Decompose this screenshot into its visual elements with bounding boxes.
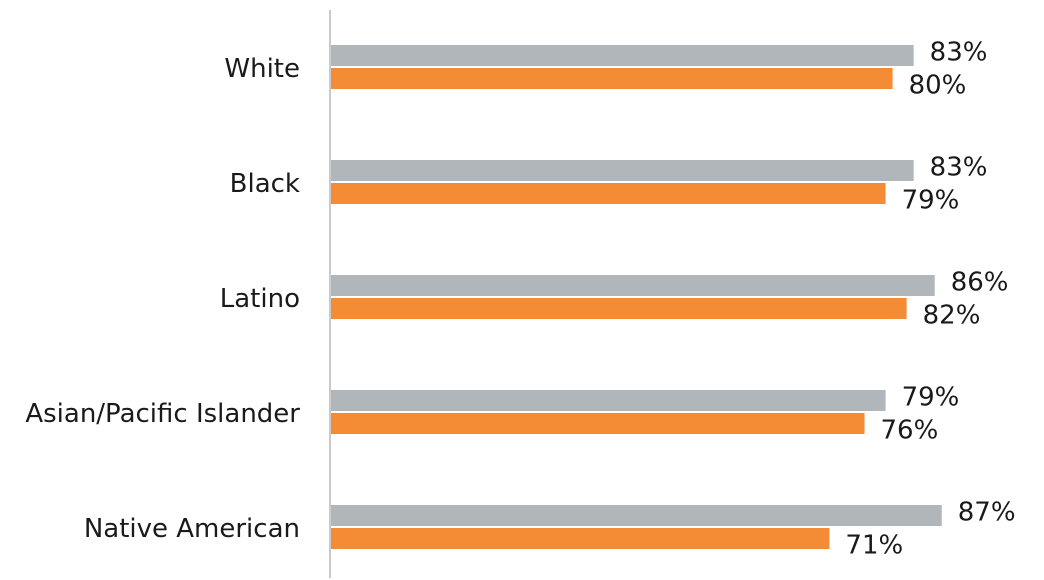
value-label-series-2: 79%	[902, 186, 960, 216]
value-label-series-1: 87%	[958, 498, 1016, 528]
category-label: Black	[230, 169, 300, 199]
bar-series-1	[331, 505, 942, 526]
value-label-series-2: 76%	[881, 416, 939, 446]
bar-series-1	[331, 275, 935, 296]
value-labels-group: 83%80%83%79%86%82%79%76%87%71%	[845, 38, 1015, 561]
bar-series-2	[331, 528, 830, 549]
category-label: Asian/Pacific Islander	[25, 399, 300, 429]
value-label-series-2: 71%	[845, 531, 903, 561]
value-label-series-1: 83%	[930, 38, 988, 68]
value-label-series-1: 83%	[930, 153, 988, 183]
bar-series-2	[331, 413, 865, 434]
value-label-series-1: 79%	[902, 383, 960, 413]
bar-series-2	[331, 68, 893, 89]
value-label-series-2: 82%	[923, 301, 981, 331]
bar-series-1	[331, 160, 914, 181]
category-label: White	[224, 54, 300, 84]
bar-series-2	[331, 183, 886, 204]
value-label-series-1: 86%	[951, 268, 1009, 298]
category-label: Latino	[220, 284, 300, 314]
category-labels-group: White Black Latino Asian/Pacific Islander Na…	[25, 54, 300, 544]
bar-series-1	[331, 45, 914, 66]
value-label-series-2: 80%	[909, 71, 967, 101]
bar-series-1	[331, 390, 886, 411]
bar-series-2	[331, 298, 907, 319]
category-label: Native American	[84, 514, 300, 544]
bars-group	[331, 45, 942, 549]
